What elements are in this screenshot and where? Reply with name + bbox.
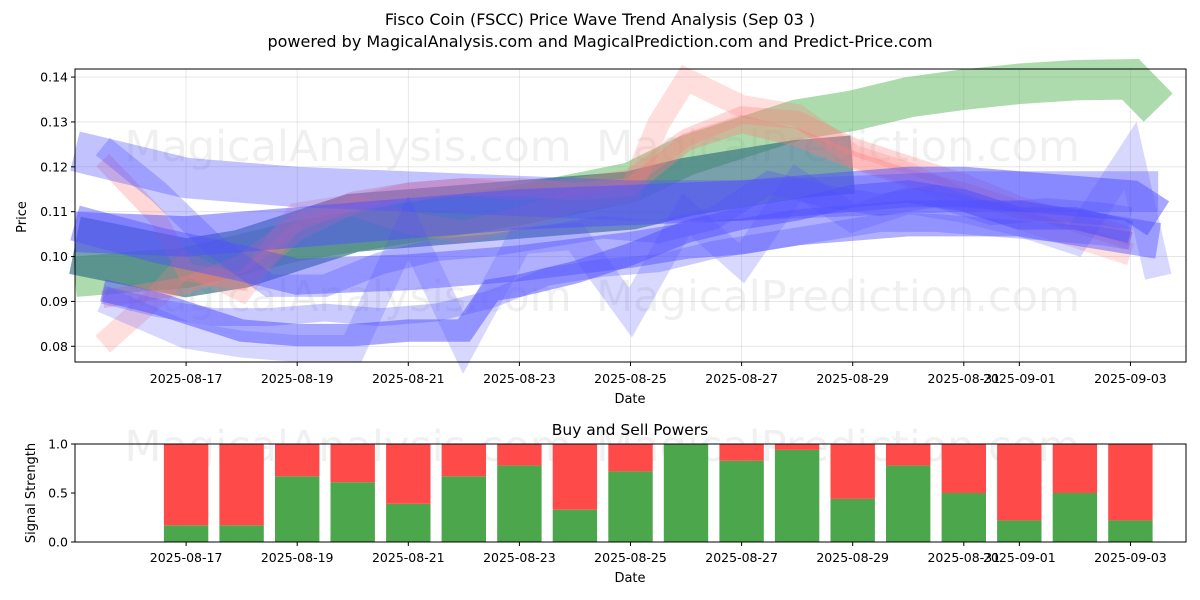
- top-xtick-label-3: 2025-08-23: [483, 371, 556, 386]
- buy-bar-9: [663, 444, 709, 542]
- sell-bar-4: [386, 444, 431, 504]
- sell-bar-13: [886, 444, 931, 466]
- buy-bar-15: [997, 520, 1042, 542]
- sell-bar-2: [275, 444, 320, 477]
- watermark-prediction-mid: MagicalPrediction.com: [596, 272, 1080, 322]
- sell-bar-0: [163, 444, 209, 526]
- buy-bar-12: [830, 498, 875, 542]
- bottom-y-ticks: 0.0 0.5 1.0: [48, 437, 75, 550]
- wave-band-10: [95, 137, 1133, 297]
- sell-bar-8: [608, 444, 653, 472]
- buy-bar-1: [219, 525, 264, 542]
- buy-bar-13: [886, 465, 931, 542]
- top-ytick-label-2: 0.10: [40, 249, 68, 264]
- top-x-axis-label: Date: [614, 392, 645, 407]
- top-y-axis-label: Price: [15, 201, 30, 233]
- buy-bar-0: [163, 525, 209, 542]
- top-x-ticks: 2025-08-17 2025-08-19 2025-08-21 2025-08-23…: [150, 362, 1167, 386]
- wave-band-8: [100, 180, 1134, 347]
- bottom-xtick-label-0: 2025-08-17: [150, 550, 223, 565]
- buy-bar-17: [1108, 520, 1153, 542]
- watermark-analysis-top: MagicalAnalysis.com: [124, 122, 571, 172]
- top-xtick-label-6: 2025-08-29: [816, 371, 889, 386]
- top-xtick-label-8: 2025-09-01: [983, 371, 1056, 386]
- buy-bar-3: [330, 482, 375, 542]
- top-xtick-label-9: 2025-09-03: [1094, 371, 1167, 386]
- sell-bar-10: [719, 444, 764, 461]
- wave-band-6: [74, 166, 1170, 257]
- bottom-xtick-label-3: 2025-08-23: [483, 550, 556, 565]
- top-xtick-label-1: 2025-08-19: [261, 371, 334, 386]
- buy-bar-5: [441, 476, 486, 542]
- sell-bar-12: [830, 444, 875, 499]
- top-ytick-label-3: 0.11: [40, 204, 68, 219]
- sell-bar-1: [219, 444, 264, 526]
- sell-bar-17: [1108, 444, 1153, 521]
- top-xtick-label-0: 2025-08-17: [150, 371, 223, 386]
- buy-bar-6: [497, 465, 542, 542]
- sell-bar-6: [497, 444, 542, 466]
- top-xtick-label-2: 2025-08-21: [372, 371, 445, 386]
- buy-bar-8: [608, 471, 653, 542]
- buy-bar-2: [275, 476, 320, 542]
- bottom-y-axis-label: Signal Strength: [24, 443, 39, 543]
- bottom-xtick-label-9: 2025-09-03: [1094, 550, 1167, 565]
- buy-bar-10: [719, 460, 764, 542]
- bottom-xtick-label-1: 2025-08-19: [261, 550, 334, 565]
- bottom-ytick-label-2: 1.0: [48, 437, 68, 452]
- buy-sell-bars: [163, 444, 1153, 542]
- top-y-ticks: 0.08 0.09 0.10 0.11 0.12 0.13 0.14: [40, 70, 75, 354]
- price-wave-bands: [69, 58, 1173, 374]
- bottom-xtick-label-7: 2025-08-31: [927, 550, 1000, 565]
- top-xtick-label-7: 2025-08-31: [927, 371, 1000, 386]
- bottom-x-ticks: 2025-08-17 2025-08-19 2025-08-21 2025-08-23…: [150, 542, 1167, 565]
- top-ytick-label-4: 0.12: [40, 159, 68, 174]
- sell-bar-7: [552, 444, 598, 510]
- wave-band-11: [100, 213, 1132, 327]
- sell-bar-15: [997, 444, 1042, 521]
- top-ytick-label-0: 0.08: [40, 339, 68, 354]
- sell-bar-11: [774, 444, 820, 450]
- wave-band-9: [97, 121, 1172, 374]
- bottom-chart-title: Buy and Sell Powers: [552, 421, 709, 439]
- top-ytick-label-6: 0.14: [40, 70, 68, 85]
- buy-bar-14: [941, 493, 986, 542]
- bottom-xtick-label-4: 2025-08-25: [594, 550, 667, 565]
- bottom-xtick-label-5: 2025-08-27: [705, 550, 778, 565]
- top-ytick-label-5: 0.13: [40, 114, 68, 129]
- chart-title: Fisco Coin (FSCC) Price Wave Trend Analy…: [385, 10, 815, 29]
- bottom-watermarks: MagicalAnalysis.com MagicalPrediction.co…: [124, 422, 1080, 472]
- buy-bar-4: [386, 503, 431, 542]
- bottom-xtick-label-8: 2025-09-01: [983, 550, 1056, 565]
- bottom-x-axis-label: Date: [614, 571, 645, 586]
- bottom-ytick-label-0: 0.0: [48, 535, 68, 550]
- top-xtick-label-4: 2025-08-25: [594, 371, 667, 386]
- chart-subtitle: powered by MagicalAnalysis.com and Magic…: [267, 32, 932, 51]
- sell-bar-16: [1052, 444, 1098, 493]
- bottom-xtick-label-6: 2025-08-29: [816, 550, 889, 565]
- buy-bar-7: [552, 509, 598, 542]
- buy-bar-11: [774, 449, 820, 542]
- bottom-ytick-label-1: 0.5: [48, 486, 68, 501]
- sell-bar-3: [330, 444, 375, 483]
- sell-bar-5: [441, 444, 486, 477]
- top-xtick-label-5: 2025-08-27: [705, 371, 778, 386]
- sell-bar-14: [941, 444, 986, 493]
- top-ytick-label-1: 0.09: [40, 294, 68, 309]
- buy-bar-16: [1052, 493, 1098, 542]
- bottom-xtick-label-2: 2025-08-21: [372, 550, 445, 565]
